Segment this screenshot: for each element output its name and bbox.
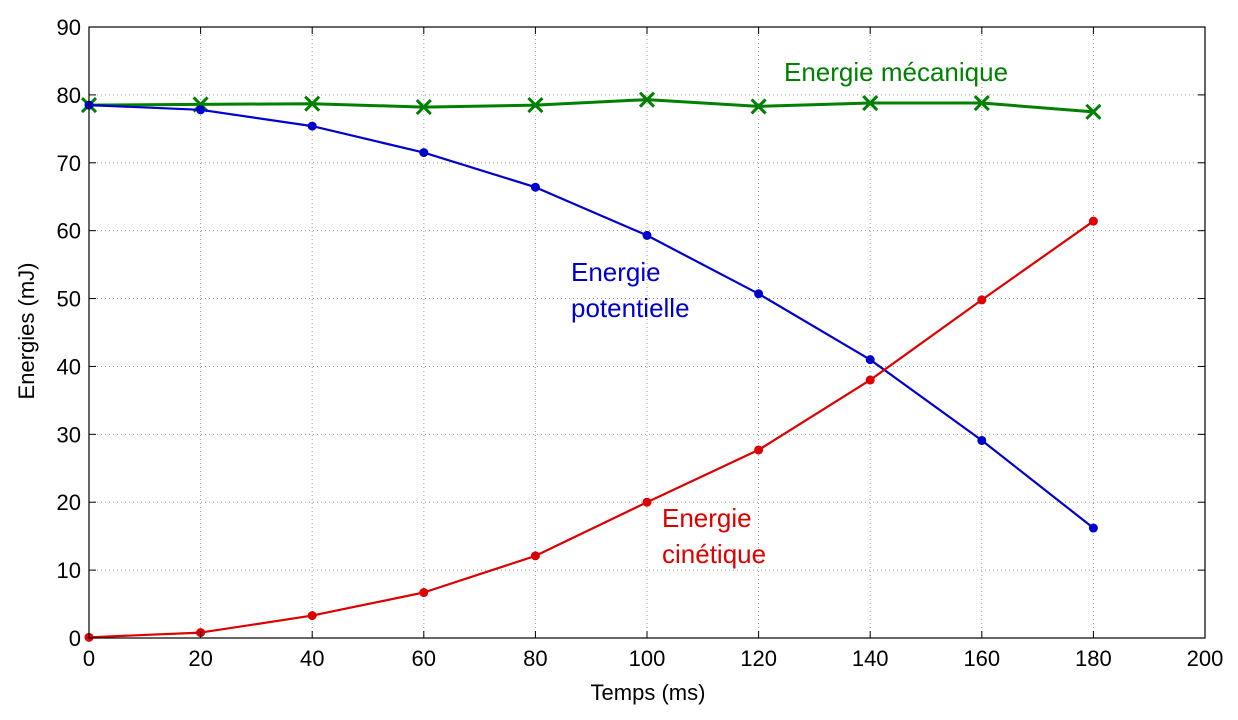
- y-tick-label: 40: [57, 354, 81, 379]
- y-tick-label: 60: [57, 219, 81, 244]
- x-tick-label: 40: [300, 646, 324, 671]
- data-point: [419, 148, 429, 158]
- data-point: [638, 91, 656, 108]
- data-point: [754, 289, 764, 299]
- y-tick-label: 50: [57, 287, 81, 312]
- data-point: [862, 94, 879, 112]
- y-axis-ticks: 0 10 20 30 40 50 60 70 80 90: [57, 15, 1205, 651]
- data-point: [973, 94, 990, 112]
- y-tick-label: 90: [57, 15, 81, 40]
- data-point: [530, 182, 540, 192]
- series-energie-cinetique: [84, 216, 1098, 642]
- data-point: [1088, 216, 1098, 226]
- series-line: [88, 104, 1095, 529]
- data-point: [307, 121, 317, 131]
- x-tick-label: 60: [412, 646, 436, 671]
- y-tick-label: 20: [57, 490, 81, 515]
- data-point: [1088, 523, 1098, 533]
- series-energie-mecanique: [80, 91, 1102, 120]
- y-tick-label: 30: [57, 422, 81, 447]
- series-line: [88, 220, 1095, 639]
- x-tick-label: 160: [963, 646, 1000, 671]
- data-point: [530, 551, 540, 561]
- y-tick-label: 0: [69, 626, 81, 651]
- annotation-energie-cinetique-line1: Energie: [662, 503, 752, 533]
- x-tick-label: 180: [1075, 646, 1112, 671]
- x-tick-label: 20: [188, 646, 212, 671]
- annotation-energie-mecanique: Energie mécanique: [784, 57, 1008, 87]
- y-tick-label: 70: [57, 151, 81, 176]
- data-point: [415, 99, 432, 116]
- annotation-energie-potentielle-line1: Energie: [571, 257, 661, 287]
- data-point: [977, 295, 987, 305]
- y-axis-label: Energies (mJ): [14, 263, 39, 400]
- data-point: [304, 95, 321, 112]
- data-point: [307, 611, 317, 621]
- annotation-energie-cinetique-line2: cinétique: [662, 539, 766, 569]
- x-tick-label: 200: [1187, 646, 1224, 671]
- x-tick-label: 80: [523, 646, 547, 671]
- data-point: [977, 435, 987, 445]
- x-axis-label: Temps (ms): [591, 680, 706, 705]
- series-layer: [80, 91, 1102, 642]
- data-point: [527, 97, 544, 114]
- data-point: [642, 497, 652, 507]
- x-tick-label: 100: [629, 646, 666, 671]
- data-point: [1085, 103, 1102, 120]
- x-tick-label: 120: [740, 646, 777, 671]
- data-point: [419, 588, 429, 598]
- y-tick-label: 80: [57, 83, 81, 108]
- series-line: [88, 98, 1094, 114]
- data-point: [865, 375, 875, 385]
- data-point: [754, 445, 764, 455]
- y-tick-label: 10: [57, 558, 81, 583]
- x-tick-label: 0: [83, 646, 95, 671]
- x-tick-label: 140: [852, 646, 889, 671]
- data-point: [865, 355, 875, 365]
- annotation-energie-potentielle-line2: potentielle: [571, 293, 690, 323]
- x-axis-ticks: 0 20 40 60 80 100 120 140 160 180 200: [83, 27, 1223, 671]
- series-energie-potentielle: [84, 100, 1098, 533]
- data-point: [196, 105, 206, 115]
- data-point: [750, 98, 767, 115]
- data-point: [642, 230, 652, 240]
